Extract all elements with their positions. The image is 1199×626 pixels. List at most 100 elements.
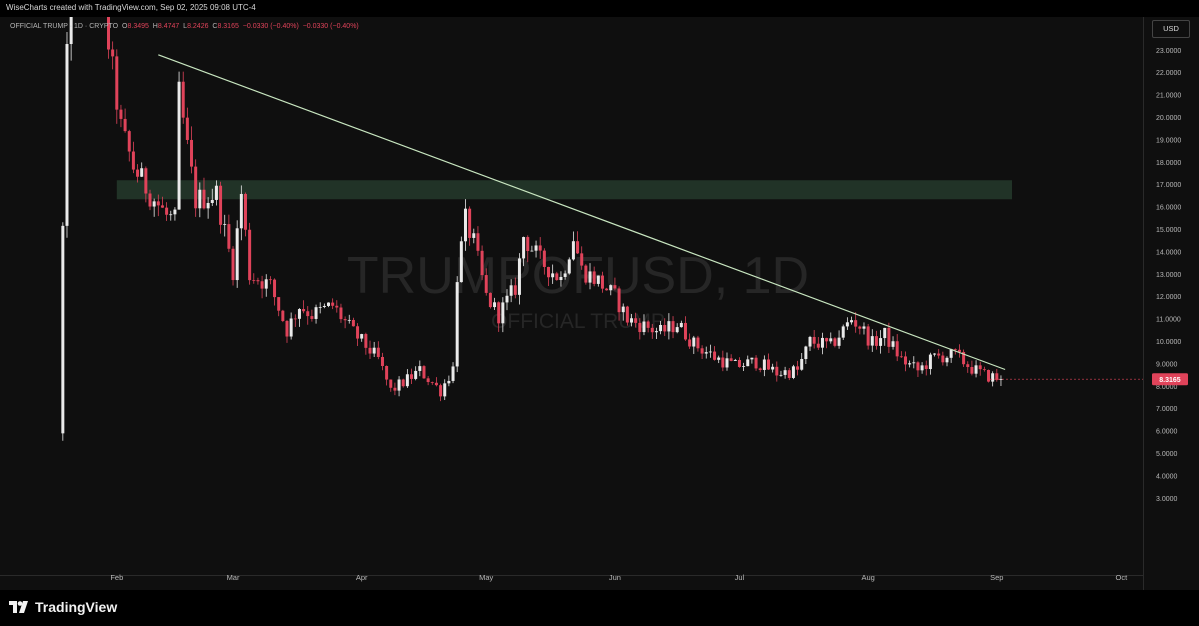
candle xyxy=(762,355,766,377)
chart-area[interactable] xyxy=(0,17,1199,590)
candle xyxy=(422,365,426,379)
candle xyxy=(592,266,596,287)
y-tick-label: 3.0000 xyxy=(1156,496,1178,503)
currency-button[interactable]: USD xyxy=(1152,20,1190,38)
candle xyxy=(825,337,829,349)
candle xyxy=(692,335,696,354)
candle xyxy=(385,365,389,386)
candle xyxy=(131,141,135,174)
candle xyxy=(227,214,231,253)
legend-open-label: O xyxy=(122,23,128,30)
candle xyxy=(185,107,189,145)
candle xyxy=(646,320,650,333)
candle xyxy=(937,349,941,359)
candle xyxy=(659,321,663,335)
y-tick-label: 7.0000 xyxy=(1156,406,1178,413)
candle xyxy=(111,41,115,70)
candle xyxy=(69,17,73,61)
candle xyxy=(683,316,687,341)
candle xyxy=(397,376,401,397)
candle xyxy=(426,376,430,386)
candle xyxy=(671,316,675,339)
candle xyxy=(679,320,683,328)
candle xyxy=(791,364,795,380)
descending-trendline[interactable] xyxy=(158,54,1006,371)
x-tick-label: Aug xyxy=(861,573,874,582)
candle xyxy=(625,305,629,326)
candle xyxy=(559,271,563,287)
candle xyxy=(127,129,131,162)
x-tick-label: May xyxy=(479,573,493,582)
candle xyxy=(318,302,322,314)
resistance-zone xyxy=(116,180,1013,200)
candle xyxy=(555,271,559,281)
x-tick-label: Sep xyxy=(990,573,1003,582)
legend-high-label: H xyxy=(152,23,158,30)
candle xyxy=(401,378,405,388)
candle xyxy=(800,353,804,371)
legend-close-label: C xyxy=(212,23,218,30)
candle xyxy=(663,318,667,337)
candle xyxy=(393,382,397,396)
candle xyxy=(140,162,144,178)
candle xyxy=(306,306,310,325)
candle xyxy=(941,351,945,366)
candle xyxy=(414,366,418,381)
candle xyxy=(239,185,243,241)
legend-change-2: −0.0330 (−0.40%) xyxy=(302,23,359,30)
candle xyxy=(405,369,409,388)
candle xyxy=(933,353,937,357)
candle xyxy=(177,71,181,210)
candle xyxy=(434,377,438,387)
candle xyxy=(380,352,384,371)
tradingview-logo-text: TradingView xyxy=(35,599,118,615)
candle xyxy=(65,32,69,238)
candle xyxy=(347,314,351,324)
candle xyxy=(538,237,542,259)
candle xyxy=(725,352,729,371)
candle xyxy=(551,264,555,284)
candle xyxy=(235,220,239,288)
candle xyxy=(634,312,638,328)
candle xyxy=(463,199,467,251)
candle xyxy=(210,188,214,207)
y-tick-label: 17.0000 xyxy=(1156,182,1181,189)
candle xyxy=(190,126,194,174)
price-chart[interactable]: TRUMPOFUSD, 1D OFFICIAL TRUMP 3.0000 4.00… xyxy=(0,17,1199,590)
candle xyxy=(443,379,447,401)
candle xyxy=(567,257,571,275)
candle xyxy=(576,231,580,254)
candle xyxy=(547,266,551,287)
x-tick-label: Jul xyxy=(735,573,745,582)
chart-credit: WiseCharts created with TradingView.com,… xyxy=(6,3,256,12)
candle xyxy=(654,327,658,339)
candle xyxy=(987,369,991,383)
candle xyxy=(804,345,808,364)
candle xyxy=(335,300,339,313)
tradingview-logo[interactable]: TradingView xyxy=(9,599,117,615)
candle xyxy=(924,360,928,376)
candle xyxy=(476,226,480,256)
candle xyxy=(713,346,717,361)
x-tick-label: Jun xyxy=(609,573,621,582)
candle xyxy=(106,17,110,59)
candle xyxy=(214,180,218,206)
candle xyxy=(293,314,297,327)
y-tick-label: 19.0000 xyxy=(1156,137,1181,144)
candle xyxy=(588,263,592,290)
candle xyxy=(430,381,434,385)
candle xyxy=(862,322,866,335)
candle xyxy=(517,253,521,305)
candle xyxy=(285,319,289,343)
candle xyxy=(737,357,741,368)
candle xyxy=(580,246,584,270)
candle xyxy=(497,301,501,332)
candle xyxy=(563,270,567,280)
candle xyxy=(360,333,364,342)
candle xyxy=(970,360,974,376)
candle xyxy=(609,284,613,296)
candle xyxy=(493,297,497,311)
candle xyxy=(783,366,787,379)
candle xyxy=(733,358,737,361)
candle xyxy=(758,367,762,373)
